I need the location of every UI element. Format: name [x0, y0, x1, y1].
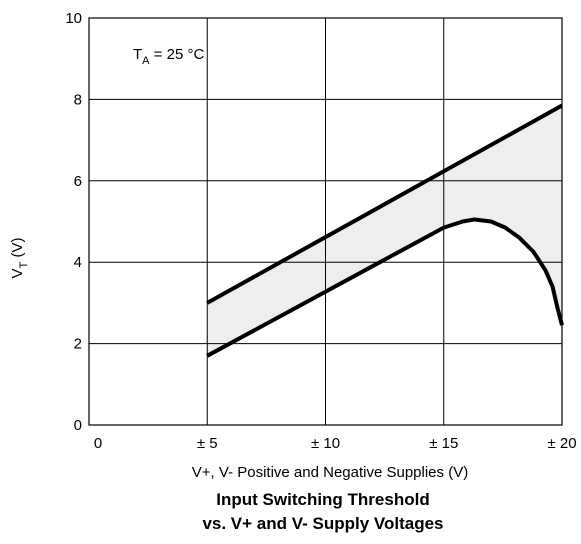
y-tick-label: 10	[65, 10, 82, 27]
plot-frame	[88, 17, 563, 426]
y-axis-label: VT (V)	[9, 238, 30, 279]
x-tick-label: ± 15	[429, 435, 458, 452]
y-tick-label: 4	[74, 254, 82, 271]
x-axis-label: V+, V- Positive and Negative Supplies (V…	[192, 464, 468, 481]
threshold-band-fill	[207, 105, 562, 356]
chart-title: Input Switching Threshold	[216, 490, 429, 509]
temperature-annotation: TA = 25 °C	[133, 46, 204, 67]
upper-threshold-line	[206, 103, 563, 305]
y-tick-label: 0	[74, 417, 82, 434]
x-tick-label: ± 20	[547, 435, 576, 452]
chart-subtitle: vs. V+ and V- Supply Voltages	[202, 514, 443, 533]
x-tick-label: 0	[94, 435, 102, 452]
x-tick-label: ± 10	[311, 435, 340, 452]
y-tick-label: 2	[74, 336, 82, 353]
x-tick-label: ± 5	[197, 435, 218, 452]
y-tick-label: 8	[74, 91, 82, 108]
y-tick-label: 6	[74, 173, 82, 190]
lower-threshold-line	[206, 217, 564, 358]
